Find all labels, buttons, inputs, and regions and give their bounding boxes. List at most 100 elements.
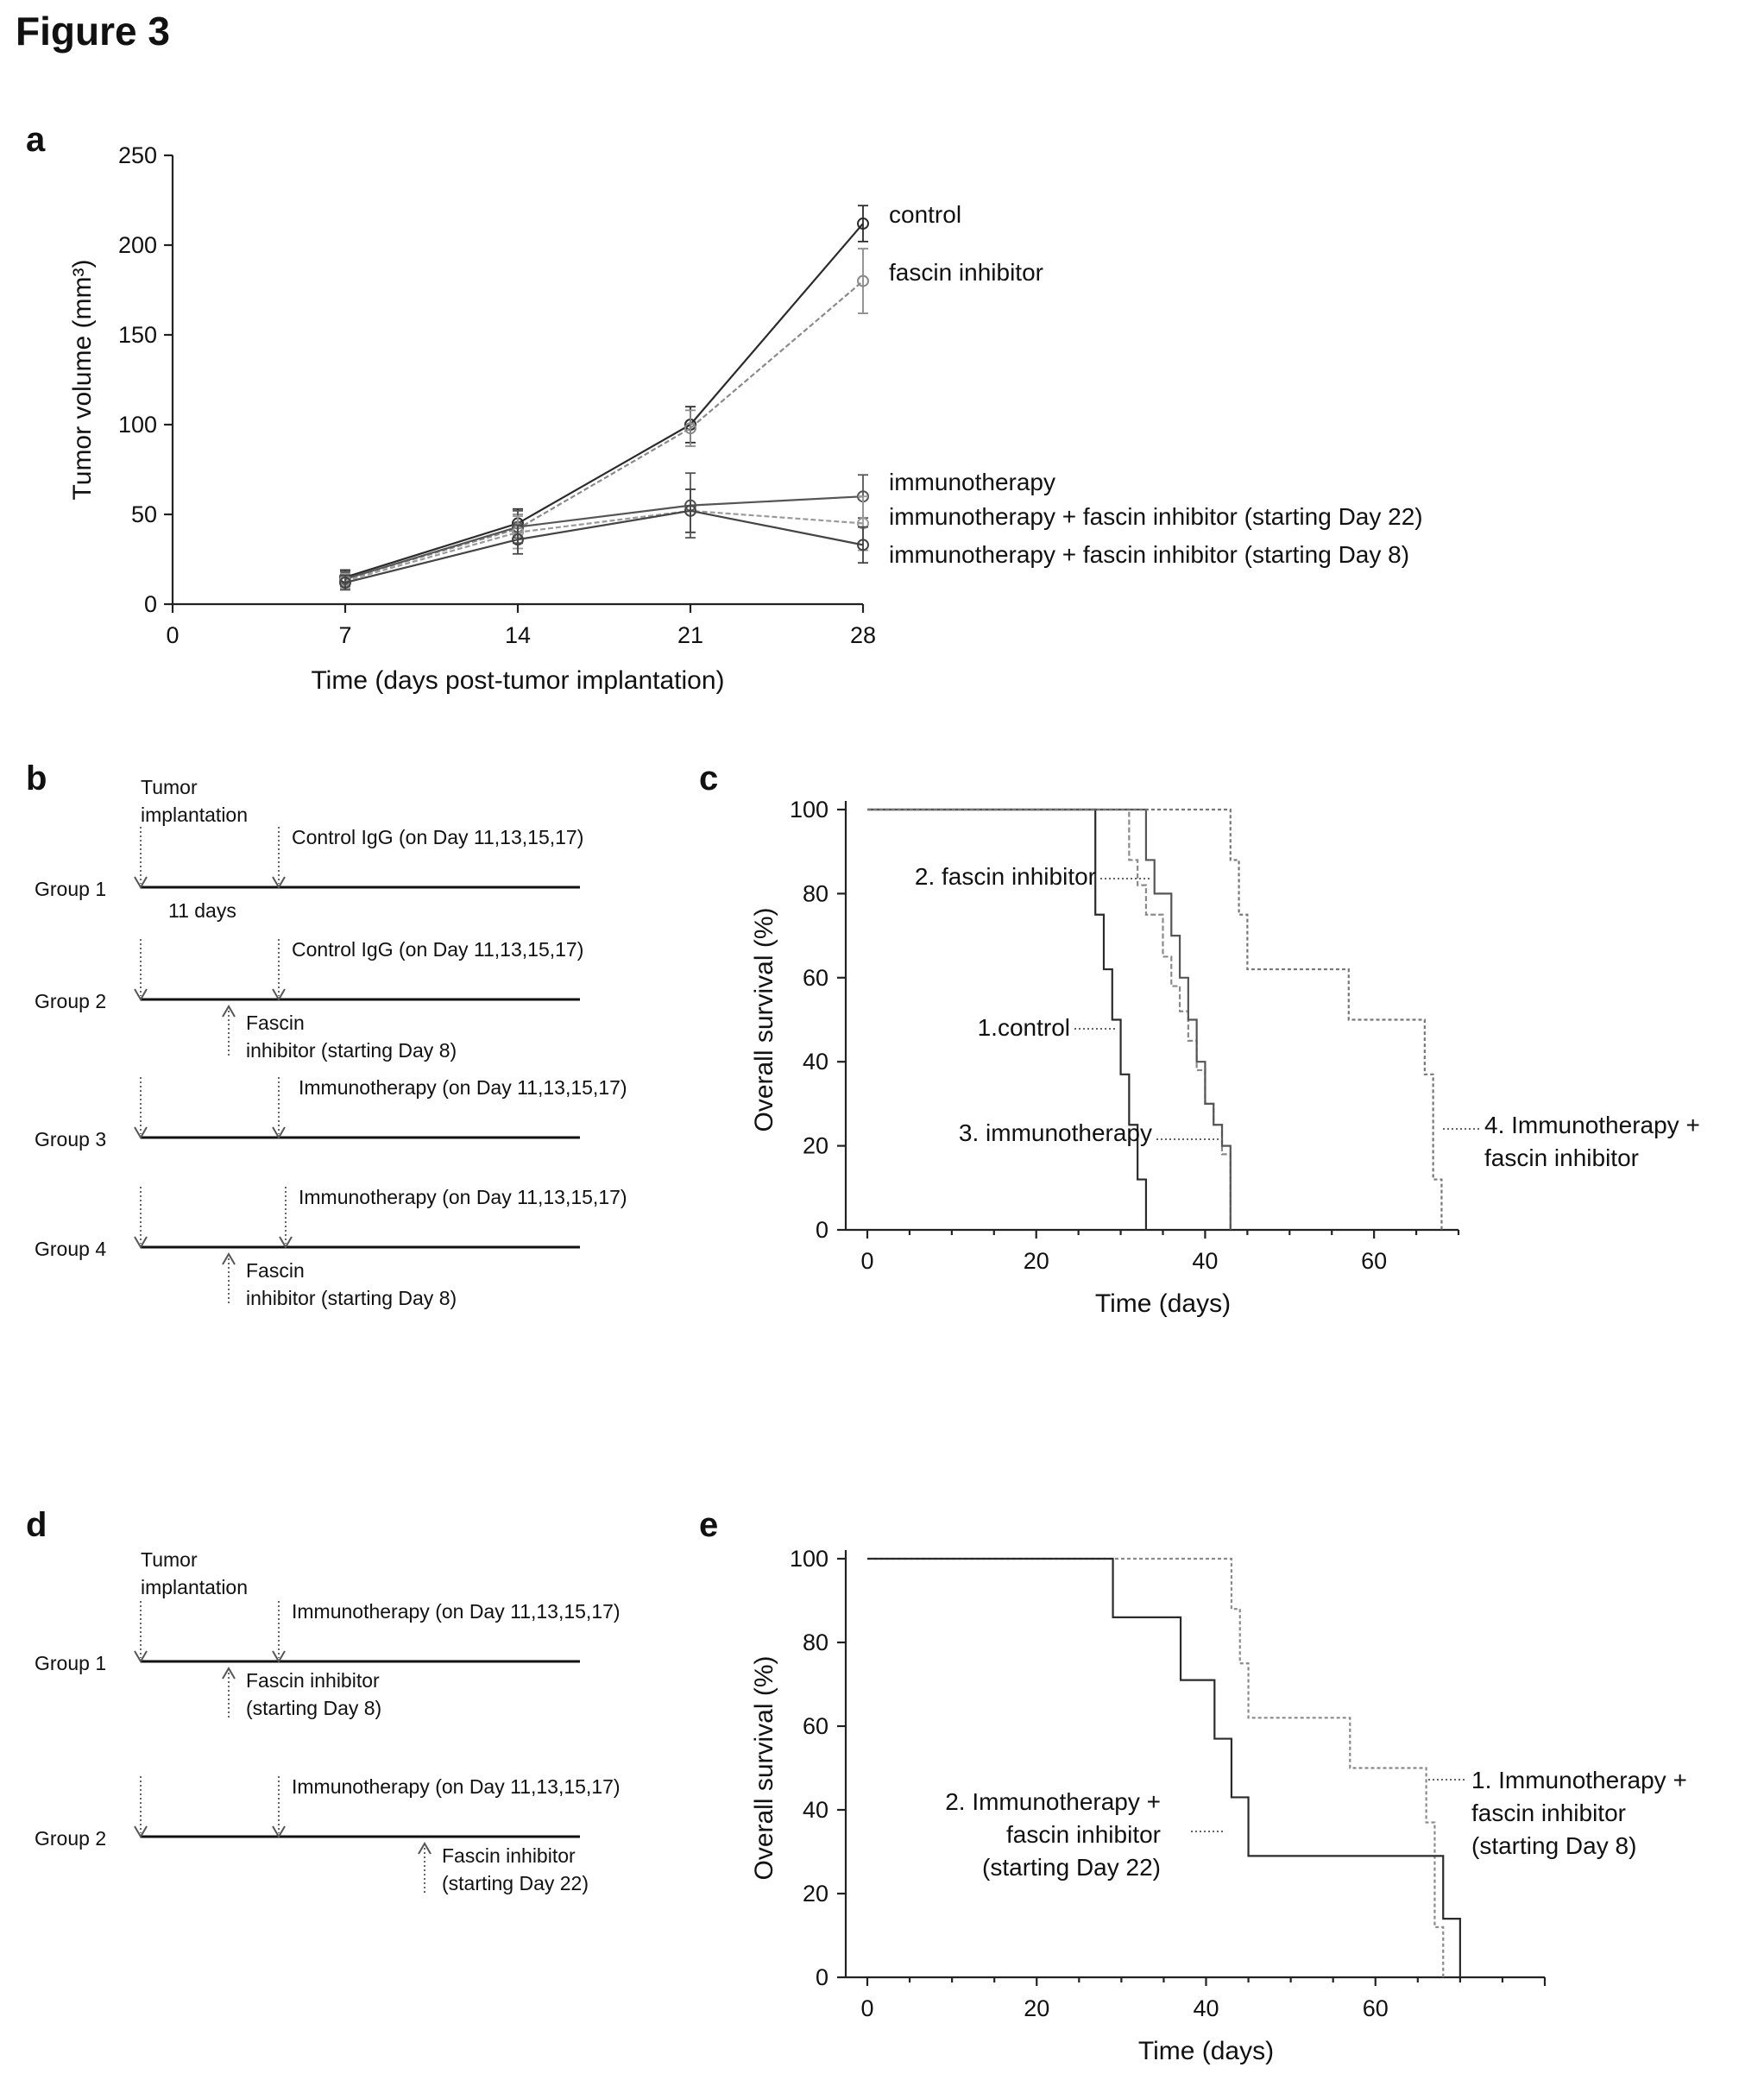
series-label: 4. Immunotherapy +	[1484, 1112, 1700, 1138]
arrow-head-icon	[134, 1650, 148, 1663]
fascin-label: (starting Day 8)	[246, 1697, 381, 1719]
panel-e-survival-chart: 0 20 40 60 0 20 40 60 80 100 Time (days) Overall su…	[750, 1546, 1687, 2065]
y-tick-label: 100	[790, 1546, 828, 1572]
x-tick-label: 0	[166, 622, 179, 648]
fascin-label: Fascin inhibitor	[442, 1844, 576, 1867]
series-label: immunotherapy + fascin inhibitor (starti…	[889, 541, 1409, 568]
fascin-label: Fascin	[246, 1012, 305, 1034]
fascin-label: (starting Day 22)	[442, 1872, 589, 1894]
series-label: 3. immunotherapy	[959, 1119, 1152, 1146]
x-tick-label: 20	[1024, 1248, 1049, 1274]
y-tick-label: 40	[803, 1797, 828, 1823]
y-tick-label: 100	[790, 797, 828, 823]
fascin-label: inhibitor (starting Day 8)	[246, 1287, 457, 1309]
fascin-label: Fascin	[246, 1259, 305, 1282]
x-tick-label: 40	[1193, 1995, 1219, 2021]
arrow-head-icon	[279, 1236, 293, 1249]
data-point	[339, 577, 351, 589]
arrow-head-icon	[418, 1842, 432, 1855]
group-label: Group 4	[35, 1238, 106, 1260]
panel-label-a: a	[26, 121, 46, 159]
panel-a-tumor-volume-chart: 0 7 14 21 28 0 50 100 150 200 250 Time (days post-t…	[68, 142, 1423, 695]
y-tick-label: 60	[803, 965, 828, 991]
panel-d-treatment-schedule: Tumor implantation Group 1 Immunotherapy (o…	[35, 1548, 621, 1894]
treatment-label: Control IgG (on Day 11,13,15,17)	[292, 938, 583, 961]
fascin-label: inhibitor (starting Day 8)	[246, 1039, 457, 1062]
panel-label-c: c	[699, 760, 718, 797]
x-axis-label: Time (days)	[1095, 1289, 1231, 1318]
y-tick-label: 60	[803, 1713, 828, 1739]
group-label: Group 1	[35, 1652, 106, 1674]
y-tick-label: 40	[803, 1049, 828, 1075]
x-tick-label: 20	[1024, 1995, 1049, 2021]
y-axis-label: Overall survival (%)	[750, 1655, 778, 1880]
series-label: fascin inhibitor	[1006, 1821, 1161, 1848]
survival-step-line	[867, 808, 1148, 1230]
y-tick-label: 0	[144, 591, 157, 617]
fascin-label: Fascin inhibitor	[246, 1669, 380, 1692]
arrow-head-icon	[222, 1005, 236, 1018]
y-tick-label: 150	[118, 322, 157, 348]
x-tick-label: 40	[1192, 1248, 1218, 1274]
panel-c-survival-chart: 0 20 40 60 0 20 40 60 80 100 Time (days) Overall su…	[750, 797, 1700, 1318]
x-axis-label: Time (days post-tumor implantation)	[311, 666, 724, 695]
survival-step-line	[867, 808, 1443, 1230]
x-tick-label: 28	[850, 622, 876, 648]
series-label: fascin inhibitor	[1471, 1800, 1626, 1826]
series-label: (starting Day 22)	[982, 1854, 1161, 1881]
data-point	[857, 539, 869, 552]
series-label: fascin inhibitor	[889, 259, 1043, 286]
panel-label-b: b	[26, 760, 47, 797]
series-line	[344, 223, 864, 578]
arrow-head-icon	[222, 1667, 236, 1680]
series-line	[344, 509, 864, 583]
data-point	[512, 533, 524, 546]
survival-step-line	[867, 1557, 1445, 1977]
x-tick-label: 60	[1361, 1248, 1387, 1274]
arrow-head-icon	[272, 1126, 286, 1139]
arrow-head-icon	[134, 988, 148, 1001]
series-label: 2. fascin inhibitor	[915, 863, 1096, 890]
tumor-implantation-label: implantation	[141, 804, 248, 826]
arrow-head-icon	[222, 1252, 236, 1265]
group-label: Group 1	[35, 878, 106, 900]
group-label: Group 2	[35, 1827, 106, 1850]
treatment-label: Immunotherapy (on Day 11,13,15,17)	[292, 1775, 621, 1798]
y-tick-label: 0	[816, 1964, 828, 1990]
data-point	[857, 217, 869, 230]
tumor-implantation-label: Tumor	[141, 1548, 198, 1571]
y-tick-label: 0	[816, 1217, 828, 1243]
y-tick-label: 100	[118, 412, 157, 438]
series-label: immunotherapy	[889, 469, 1055, 495]
series-label: 1.control	[978, 1014, 1070, 1041]
data-point	[857, 274, 869, 287]
x-tick-label: 14	[505, 622, 531, 648]
x-tick-label: 60	[1363, 1995, 1389, 2021]
series-label: 1. Immunotherapy +	[1471, 1767, 1687, 1793]
series-label: control	[889, 201, 961, 228]
data-point	[684, 504, 696, 517]
treatment-label: Control IgG (on Day 11,13,15,17)	[292, 826, 583, 848]
arrow-head-icon	[134, 1126, 148, 1139]
panel-b-treatment-schedule: Tumor implantation Group 1 Control IgG (on …	[35, 776, 627, 1309]
series-line	[344, 280, 864, 580]
treatment-label: Immunotherapy (on Day 11,13,15,17)	[292, 1600, 621, 1623]
x-tick-label: 21	[677, 622, 703, 648]
tumor-implantation-label: Tumor	[141, 776, 198, 798]
x-tick-label: 0	[860, 1248, 873, 1274]
y-tick-label: 50	[131, 501, 157, 527]
y-tick-label: 20	[803, 1133, 828, 1159]
arrow-head-icon	[134, 876, 148, 889]
series-line	[344, 509, 864, 584]
series-label: (starting Day 8)	[1471, 1832, 1636, 1859]
arrow-head-icon	[272, 1825, 286, 1838]
arrow-head-icon	[134, 1236, 148, 1249]
panel-label-e: e	[699, 1506, 718, 1544]
y-axis-label: Overall survival (%)	[750, 907, 778, 1131]
treatment-label: Immunotherapy (on Day 11,13,15,17)	[299, 1076, 627, 1099]
figure-title: Figure 3	[16, 9, 170, 54]
series-label: fascin inhibitor	[1484, 1144, 1639, 1171]
arrow-head-icon	[134, 1825, 148, 1838]
y-tick-label: 20	[803, 1881, 828, 1907]
